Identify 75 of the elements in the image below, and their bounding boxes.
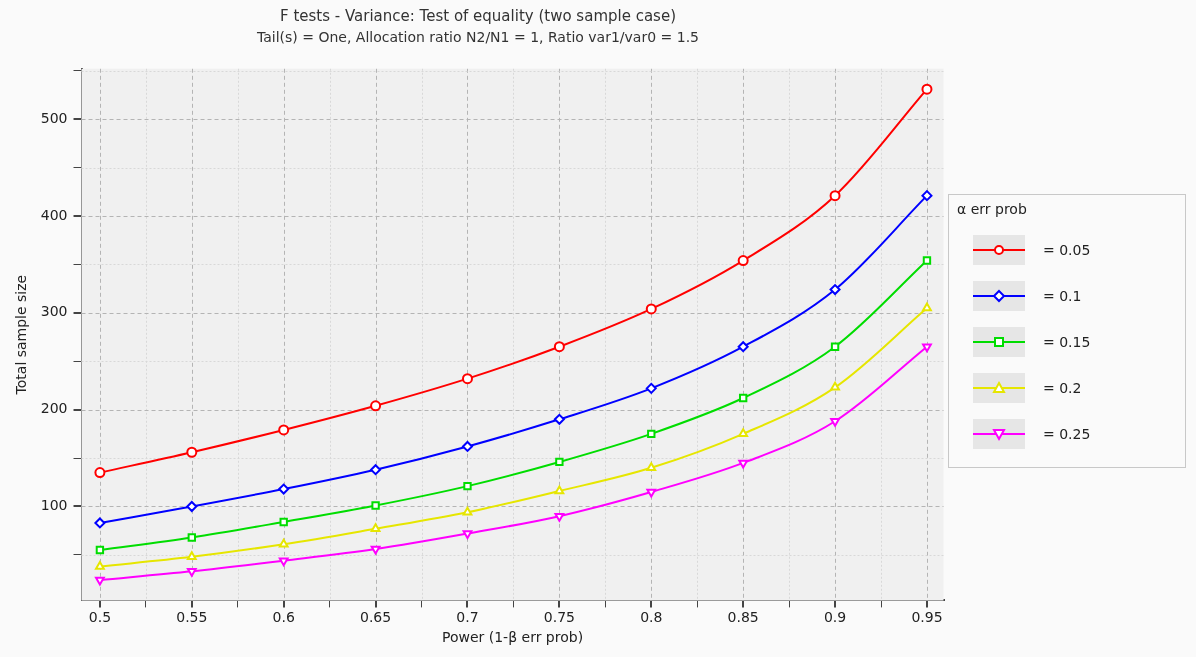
point xyxy=(738,428,749,438)
y-tick-label: 200 xyxy=(40,400,68,417)
x-tick-label: 0.55 xyxy=(176,609,208,626)
point xyxy=(830,418,840,427)
point xyxy=(186,568,197,577)
y-tick-label: 300 xyxy=(40,303,68,320)
point xyxy=(186,500,198,512)
point xyxy=(278,424,290,436)
x-tick-label: 0.8 xyxy=(640,609,663,626)
point xyxy=(461,373,473,385)
y-tick-label: 400 xyxy=(40,206,68,223)
point xyxy=(645,303,657,315)
point xyxy=(553,341,565,353)
point xyxy=(921,190,933,202)
point xyxy=(95,576,105,586)
point xyxy=(370,545,381,555)
legend-label: = 0.15 xyxy=(1043,334,1091,350)
point xyxy=(553,413,565,425)
point xyxy=(554,512,565,522)
point xyxy=(370,464,382,476)
point xyxy=(278,538,289,548)
point xyxy=(278,557,289,567)
point xyxy=(554,485,565,495)
point xyxy=(186,446,198,458)
point xyxy=(922,256,932,265)
point xyxy=(647,429,656,439)
chart-subtitle: Tail(s) = One, Allocation ratio N2/N1 = 1, Ratio var1/var0 = 1.5 xyxy=(255,29,700,46)
y-axis-title: Total sample size xyxy=(13,274,30,396)
point xyxy=(829,190,841,202)
point xyxy=(95,561,105,570)
point xyxy=(278,483,290,495)
x-tick-label: 0.7 xyxy=(456,609,479,626)
point xyxy=(922,343,932,353)
point xyxy=(645,382,657,394)
x-tick-label: 0.85 xyxy=(727,609,759,626)
point xyxy=(921,83,933,95)
point xyxy=(279,517,288,527)
legend-label: = 0.25 xyxy=(1043,426,1091,442)
point xyxy=(94,467,106,479)
point xyxy=(371,501,380,510)
point xyxy=(830,381,840,391)
point xyxy=(462,506,473,516)
point xyxy=(370,400,382,412)
x-axis-title: Power (1-β err prob) xyxy=(441,629,584,646)
point xyxy=(463,481,472,491)
point xyxy=(186,551,197,561)
legend-title: α err prob xyxy=(956,201,1028,219)
x-tick-label: 0.95 xyxy=(911,609,943,626)
point xyxy=(830,342,840,351)
point xyxy=(94,517,106,529)
point xyxy=(646,462,657,471)
point xyxy=(370,523,381,532)
point xyxy=(922,302,932,312)
point xyxy=(555,457,564,467)
y-tick-label: 500 xyxy=(40,109,68,126)
point xyxy=(738,393,748,403)
legend-label: = 0.2 xyxy=(1043,380,1082,396)
point xyxy=(737,341,749,353)
point xyxy=(95,545,105,555)
legend-label: = 0.1 xyxy=(1043,288,1082,304)
x-tick-label: 0.9 xyxy=(823,609,847,626)
point xyxy=(646,488,657,498)
point xyxy=(737,255,749,267)
point xyxy=(461,440,473,452)
point xyxy=(738,459,749,469)
x-tick-label: 0.5 xyxy=(88,609,112,626)
x-tick-label: 0.65 xyxy=(360,609,392,626)
x-tick-label: 0.75 xyxy=(543,609,575,626)
point xyxy=(829,284,841,296)
chart-title: F tests - Variance: Test of equality (two sample case) xyxy=(279,6,677,25)
x-tick-label: 0.6 xyxy=(272,609,295,626)
y-tick-label: 100 xyxy=(40,497,68,514)
point xyxy=(462,530,473,540)
legend-label: = 0.05 xyxy=(1043,242,1091,258)
point xyxy=(187,533,196,542)
